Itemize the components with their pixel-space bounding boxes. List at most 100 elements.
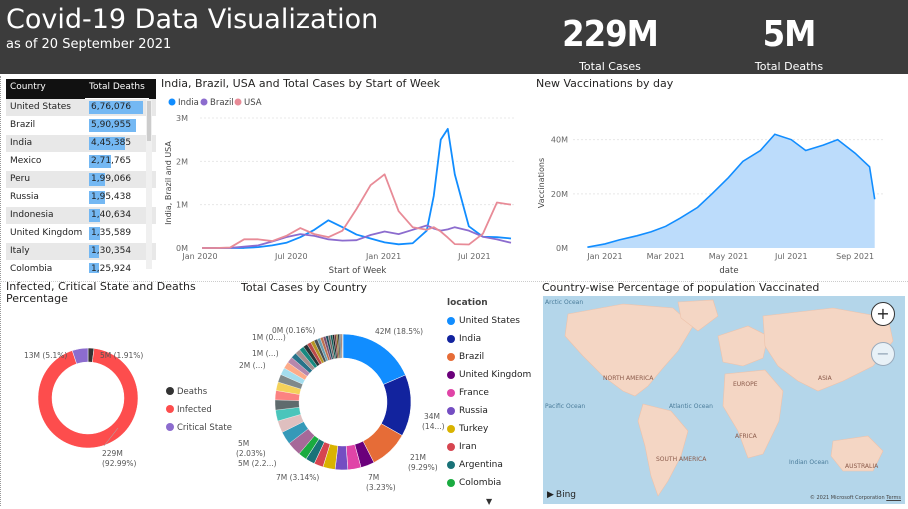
deaths-data-bar — [89, 155, 111, 168]
vaccination-area[interactable] — [587, 134, 875, 248]
legend-item-brazil[interactable]: Brazil — [447, 348, 531, 366]
deaths-data-bar — [89, 209, 101, 222]
legend-label-india[interactable]: India — [178, 98, 199, 108]
y-tick-label: 0M — [176, 244, 188, 253]
page-subtitle: as of 20 September 2021 — [6, 37, 172, 52]
series-line-brazil[interactable] — [202, 224, 512, 249]
map-label-north-america: NORTH AMERICA — [603, 375, 654, 382]
legend-label: Brazil — [459, 352, 485, 362]
vaccination-line[interactable] — [587, 133, 876, 248]
legend-marker-india[interactable] — [168, 98, 176, 106]
legend-item-colombia[interactable]: Colombia — [447, 474, 531, 492]
slice-label-percent: (3.23%) — [366, 483, 396, 492]
table-row[interactable]: United States 6,76,076 — [6, 99, 156, 117]
kpi-total-deaths-label: Total Deaths — [754, 60, 824, 73]
x-tick-label: Jul 2021 — [774, 252, 808, 261]
table-row[interactable]: Russia 1,95,438 — [6, 189, 156, 207]
table-row[interactable]: Brazil 5,90,955 — [6, 117, 156, 135]
deaths-data-bar — [89, 245, 100, 258]
map-label-africa: AFRICA — [735, 433, 758, 440]
legend-item-united-states[interactable]: United States — [447, 312, 531, 330]
slice-united-states[interactable] — [342, 333, 406, 385]
legend-item-iran[interactable]: Iran — [447, 438, 531, 456]
table-scrollbar-thumb[interactable] — [147, 101, 151, 141]
deaths-data-bar — [89, 173, 105, 186]
legend-item-india[interactable]: India — [447, 330, 531, 348]
column-header-country[interactable]: Country — [10, 82, 46, 92]
y-axis-label: India, Brazil and USA — [164, 141, 173, 225]
status-donut-chart[interactable]: 5M (1.91%) 13M (5.1%) 229M (92.99%) Deaths In… — [0, 310, 240, 495]
slice-label-value: 34M — [424, 412, 440, 421]
legend-marker-infected[interactable] — [166, 405, 174, 413]
table-cell-country: Indonesia — [10, 210, 54, 220]
table-row[interactable]: United Kingdom 1,35,589 — [6, 225, 156, 243]
x-tick-label: Jan 2020 — [181, 252, 217, 261]
legend-marker — [447, 479, 455, 487]
legend-marker-deaths[interactable] — [166, 387, 174, 395]
series-line-usa[interactable] — [202, 173, 512, 249]
deaths-data-bar — [89, 137, 125, 150]
map-label-asia: ASIA — [818, 375, 833, 382]
slice-other-country[interactable] — [341, 333, 344, 359]
slice-label: 0M (0.16%) — [272, 326, 315, 335]
table-row[interactable]: Indonesia 1,40,634 — [6, 207, 156, 225]
legend-item-turkey[interactable]: Turkey — [447, 420, 531, 438]
slice-critical-state[interactable] — [71, 347, 89, 365]
y-tick-label: 20M — [551, 190, 568, 199]
series-line-india[interactable] — [202, 127, 512, 249]
slice-label-percent: (14...) — [422, 422, 445, 431]
table-row[interactable]: India 4,45,385 — [6, 135, 156, 153]
legend-item-united-kingdom[interactable]: United Kingdom — [447, 366, 531, 384]
legend-label: United Kingdom — [459, 370, 532, 380]
table-row[interactable]: Peru 1,99,066 — [6, 171, 156, 189]
slice-label: 5M (2.2...) — [238, 459, 277, 468]
table-scrollbar[interactable] — [146, 99, 152, 269]
slice-label: 7M (3.23%) — [366, 473, 396, 492]
legend-label-brazil[interactable]: Brazil — [210, 98, 234, 108]
legend-label-critical-state[interactable]: Critical State — [177, 423, 232, 433]
legend-item-argentina[interactable]: Argentina — [447, 456, 531, 474]
legend-label-deaths[interactable]: Deaths — [177, 387, 208, 397]
legend-marker-critical-state[interactable] — [166, 423, 174, 431]
column-header-total-deaths[interactable]: Total Deaths — [85, 79, 149, 99]
legend-marker-brazil[interactable] — [200, 98, 208, 106]
deaths-value: 1,25,924 — [91, 264, 132, 273]
table-row[interactable]: Colombia 1,25,924 — [6, 261, 156, 273]
table-row[interactable]: Mexico 2,71,765 — [6, 153, 156, 171]
table-row[interactable]: Italy 1,30,354 — [6, 243, 156, 261]
legend-label-infected[interactable]: Infected — [177, 405, 212, 415]
slice-label-value: 7M — [368, 473, 379, 482]
country-donut-chart[interactable]: 42M (18.5%) 34M (14...) 21M (9.29%) 7M (3.23%)… — [236, 296, 446, 501]
table-cell-country: Colombia — [10, 264, 53, 273]
legend-item-france[interactable]: France — [447, 384, 531, 402]
table-header: Country Total Deaths — [6, 79, 156, 99]
y-tick-label: 0M — [556, 244, 568, 253]
slice-label: 1M (0....) — [252, 333, 286, 342]
legend-label: France — [459, 388, 489, 398]
legend-scroll-down-icon[interactable]: ▼ — [486, 497, 493, 506]
zoom-in-button[interactable]: + — [871, 302, 895, 326]
slice-label-infected: 229M (92.99%) — [102, 449, 137, 468]
zoom-out-button[interactable]: − — [871, 342, 895, 366]
vaccination-chart[interactable]: 0M 20M 40M Jan 2021 Mar 2021 May 2021 Jul 2021… — [533, 92, 905, 278]
map-label-pacific-ocean: Pacific Ocean — [545, 403, 585, 410]
country-donut-title: Total Cases by Country — [241, 281, 368, 294]
x-tick-label: Mar 2021 — [647, 252, 685, 261]
legend-label-usa[interactable]: USA — [244, 98, 262, 108]
vaccination-map[interactable]: NORTH AMERICA EUROPE ASIA AFRICA SOUTH A… — [543, 296, 905, 504]
deaths-table[interactable]: Country Total Deaths United States 6,76,0… — [6, 79, 156, 273]
table-cell-deaths: 2,71,765 — [89, 153, 149, 170]
table-cell-deaths: 1,99,066 — [89, 171, 149, 188]
map-terms-link[interactable]: Terms — [886, 495, 901, 501]
legend-marker-usa[interactable] — [234, 98, 242, 106]
slice-label: 42M (18.5%) — [375, 327, 423, 336]
line-chart[interactable]: India Brazil USA 0M 1M 2M 3M Jan 2020 Jul 2020 Ja… — [160, 92, 522, 278]
vaccination-chart-title: New Vaccinations by day — [536, 77, 674, 90]
slice-label-critical: 13M (5.1%) — [24, 351, 67, 360]
slice-infected[interactable] — [37, 348, 139, 449]
legend-marker — [447, 425, 455, 433]
legend-item-russia[interactable]: Russia — [447, 402, 531, 420]
x-axis-label: Start of Week — [329, 266, 387, 276]
row-divider — [0, 281, 908, 283]
kpi-total-deaths-value: 5M — [762, 14, 817, 55]
